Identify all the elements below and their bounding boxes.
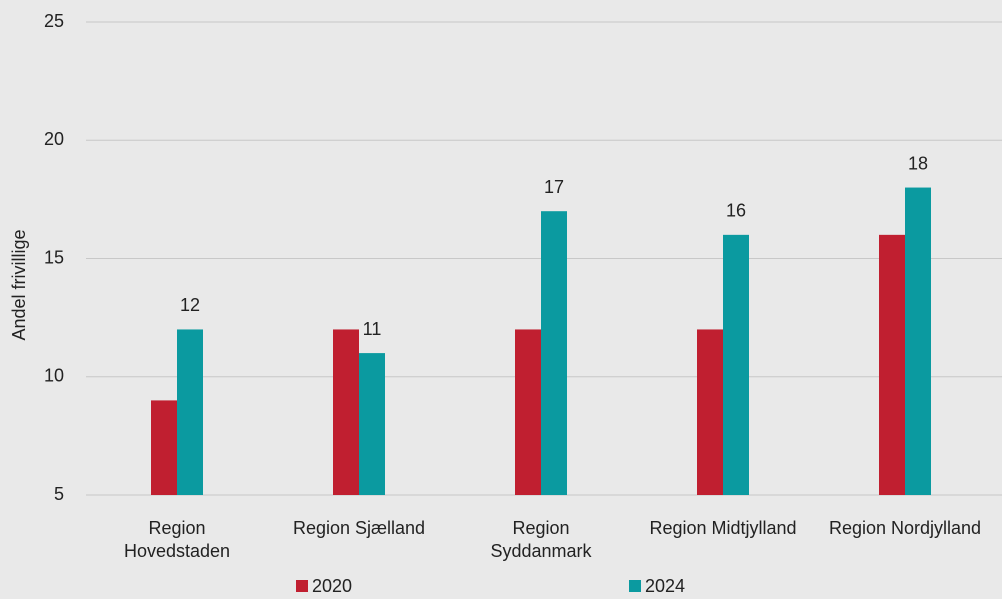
y-tick-label: 15 — [44, 247, 64, 267]
bar — [879, 234, 905, 495]
bar — [905, 187, 931, 496]
y-tick-label: 5 — [54, 484, 64, 504]
bar — [177, 329, 203, 495]
x-tick-label: Region Sjælland — [292, 518, 426, 538]
data-label: 11 — [363, 319, 382, 339]
bar — [359, 353, 385, 495]
x-tick-label: Region Nordjylland — [828, 518, 982, 538]
bar — [333, 329, 359, 495]
data-label: 18 — [908, 153, 928, 173]
data-label: 16 — [726, 201, 746, 221]
x-tick-label: Region Hovedstaden — [123, 518, 231, 561]
bar — [151, 400, 177, 495]
y-tick-label: 25 — [44, 11, 64, 31]
bar — [541, 211, 567, 495]
y-tick-label: 10 — [44, 366, 64, 386]
bar — [697, 329, 723, 495]
legend-swatch — [296, 580, 308, 592]
legend-label: 2020 — [312, 576, 352, 596]
data-label: 12 — [180, 295, 200, 315]
data-label: 17 — [544, 177, 564, 197]
bar — [515, 329, 541, 495]
y-tick-label: 20 — [44, 129, 64, 149]
legend-swatch — [629, 580, 641, 592]
x-tick-label: Region Midtjylland — [649, 518, 797, 538]
y-axis-title: Andel frivillige — [9, 229, 29, 340]
x-tick-label: Region Syddanmark — [490, 518, 592, 561]
bar — [723, 234, 749, 495]
legend-label: 2024 — [645, 576, 685, 596]
